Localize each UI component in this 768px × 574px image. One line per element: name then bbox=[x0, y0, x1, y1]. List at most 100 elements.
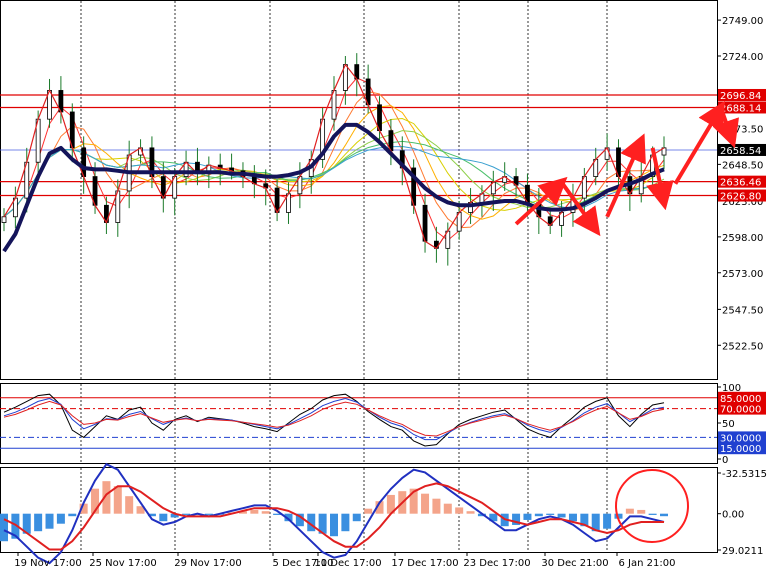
macd-histogram-bar-33 bbox=[375, 501, 384, 514]
macd-histogram-bar-36 bbox=[409, 488, 418, 514]
macd-histogram-bar-15 bbox=[170, 513, 179, 518]
price-level-label-2: 2658.54 bbox=[720, 146, 761, 157]
macd-histogram-bar-55 bbox=[625, 508, 634, 514]
macd-histogram-bar-43 bbox=[489, 513, 498, 522]
macd-histogram-bar-5 bbox=[56, 513, 65, 524]
time-axis-label-1: 25 Nov 17:00 bbox=[89, 558, 156, 569]
trend-arrow-0 bbox=[514, 176, 568, 226]
trend-arrow-4 bbox=[673, 100, 726, 185]
price-level-tag-4 bbox=[718, 189, 766, 202]
macd-histogram-bar-52 bbox=[591, 513, 600, 532]
price-axis-label-0: 2749.00 bbox=[722, 16, 763, 27]
price-level-tag-3 bbox=[718, 175, 766, 188]
macd-histogram-bar-39 bbox=[443, 503, 452, 514]
oscillator-line-2 bbox=[3, 400, 665, 437]
price-level-label-4: 2626.80 bbox=[720, 192, 761, 203]
oscillator-axis-label-2: 0 bbox=[722, 455, 728, 466]
macd-histogram-bar-1 bbox=[11, 513, 20, 539]
macd-histogram-bar-18 bbox=[204, 513, 213, 515]
macd-histogram-bar-13 bbox=[147, 513, 156, 517]
macd-histogram-bar-2 bbox=[22, 513, 31, 534]
candle-body-0 bbox=[1, 216, 7, 223]
time-axis-label-3: 5 Dec 17:00 bbox=[273, 558, 334, 569]
oscillator-axis-label-1: 50 bbox=[722, 419, 735, 430]
ribbon-line-5 bbox=[3, 140, 665, 218]
slow-moving-average-line bbox=[2, 122, 665, 253]
price-level-label-3: 2636.46 bbox=[720, 178, 761, 189]
macd-histogram-bar-11 bbox=[125, 496, 134, 514]
ribbon-line-4 bbox=[3, 130, 665, 218]
macd-histogram-bar-16 bbox=[182, 513, 191, 515]
macd-histogram-bar-37 bbox=[421, 493, 430, 514]
macd-histogram-bar-4 bbox=[45, 513, 54, 529]
macd-histogram-bar-0 bbox=[0, 513, 8, 542]
trend-arrow-5 bbox=[712, 107, 739, 149]
macd-histogram-bar-32 bbox=[364, 508, 373, 514]
macd-histogram-bar-45 bbox=[512, 513, 521, 525]
macd-axis-label-0: 29.0211 bbox=[722, 546, 763, 557]
candle-body-58 bbox=[661, 147, 667, 156]
macd-histogram-bar-47 bbox=[534, 513, 543, 517]
price-axis-label-4: 2648.50 bbox=[722, 160, 763, 171]
oscillator-level-label-2: 30.0000 bbox=[720, 433, 761, 444]
price-axis-label-6: 2598.00 bbox=[722, 233, 763, 244]
time-axis-label-6: 23 Dec 17:00 bbox=[463, 558, 530, 569]
macd-histogram-bar-3 bbox=[34, 513, 43, 532]
zigzag-line bbox=[3, 63, 665, 250]
macd-histogram-bar-28 bbox=[318, 513, 327, 534]
price-level-label-0: 2696.84 bbox=[720, 91, 761, 102]
macd-histogram-bar-58 bbox=[660, 513, 668, 517]
time-axis-label-7: 30 Dec 21:00 bbox=[541, 558, 608, 569]
macd-histogram-bar-40 bbox=[455, 507, 464, 514]
macd-histogram-bar-38 bbox=[432, 498, 441, 514]
price-axis-label-3: 2673.50 bbox=[722, 124, 763, 135]
oscillator-level-tag-3 bbox=[718, 442, 766, 455]
macd-panel-frame bbox=[0, 467, 718, 553]
price-axis-label-8: 2547.50 bbox=[722, 305, 763, 316]
macd-histogram-bar-57 bbox=[648, 513, 657, 515]
macd-histogram-bar-29 bbox=[330, 513, 338, 537]
price-axis-label-1: 2724.00 bbox=[722, 52, 763, 63]
oscillator-line-1 bbox=[3, 397, 665, 441]
trend-arrow-3 bbox=[646, 147, 674, 211]
macd-axis-label-1: 0.00 bbox=[722, 510, 744, 521]
price-axis-label-9: 2522.50 bbox=[722, 341, 763, 352]
macd-histogram-bar-50 bbox=[568, 513, 577, 522]
macd-line-0 bbox=[3, 462, 665, 565]
time-axis-label-2: 29 Nov 17:00 bbox=[174, 558, 241, 569]
macd-histogram-bar-7 bbox=[79, 503, 88, 514]
price-axis-label-7: 2573.00 bbox=[722, 269, 763, 280]
macd-axis-label-2: -32.5315 bbox=[722, 469, 767, 480]
macd-histogram-bar-21 bbox=[238, 511, 247, 514]
macd-histogram-bar-25 bbox=[284, 513, 293, 522]
time-axis-label-0: 19 Nov 17:00 bbox=[14, 558, 81, 569]
macd-histogram-bar-51 bbox=[580, 513, 589, 527]
price-level-label-1: 2688.14 bbox=[720, 103, 761, 114]
trend-arrow-2 bbox=[605, 133, 646, 218]
macd-histogram-bar-9 bbox=[102, 481, 111, 514]
macd-histogram-bar-24 bbox=[273, 513, 282, 515]
trend-arrow-1 bbox=[559, 181, 601, 237]
time-axis-label-8: 6 Jan 21:00 bbox=[619, 558, 676, 569]
oscillator-level-label-0: 85.0000 bbox=[720, 394, 761, 405]
macd-histogram-bar-46 bbox=[523, 513, 532, 520]
price-axis-label-5: 2623.00 bbox=[722, 197, 763, 208]
oscillator-level-tag-0 bbox=[718, 391, 766, 404]
time-axis-label-4: 11 Dec 17:00 bbox=[314, 558, 381, 569]
macd-histogram-bar-49 bbox=[557, 513, 566, 518]
price-level-tag-0 bbox=[718, 88, 766, 101]
macd-histogram-bar-23 bbox=[261, 511, 270, 514]
oscillator-level-label-1: 70.0000 bbox=[720, 405, 761, 416]
macd-histogram-bar-12 bbox=[136, 506, 145, 514]
macd-histogram-bar-14 bbox=[159, 513, 168, 522]
macd-histogram-bar-8 bbox=[91, 488, 100, 514]
macd-histogram-bar-56 bbox=[637, 509, 646, 514]
oscillator-level-tag-1 bbox=[718, 402, 766, 415]
oscillator-panel-frame bbox=[0, 383, 718, 464]
macd-histogram-bar-54 bbox=[614, 513, 623, 519]
macd-histogram-bar-10 bbox=[113, 486, 122, 514]
macd-histogram-bar-53 bbox=[603, 513, 612, 529]
macd-histogram-bar-31 bbox=[352, 513, 361, 522]
